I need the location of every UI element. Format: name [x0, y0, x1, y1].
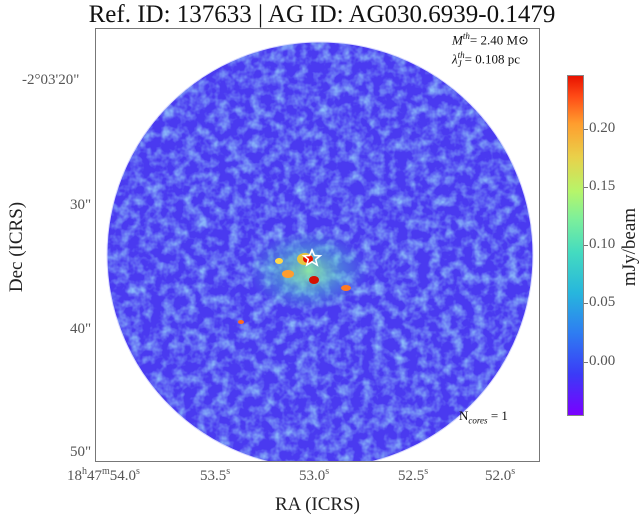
- emission-blob: [282, 270, 294, 278]
- x-tick-label: 18h47m54.0s: [67, 466, 140, 484]
- x-tick-label: 53.0s: [299, 466, 330, 484]
- mass-threshold-label: Mth= 2.40 M⊙: [452, 31, 529, 48]
- colorbar-tick-label: 0.00: [589, 353, 616, 369]
- colorbar: [567, 75, 584, 416]
- colorbar-tick-mark: [584, 303, 588, 304]
- x-tick-label: 52.0s: [485, 466, 516, 484]
- colorbar-tick-label: 0.10: [589, 236, 616, 252]
- figure-title: Ref. ID: 137633 | AG ID: AG030.6939-0.14…: [88, 1, 556, 28]
- emission-peak: [309, 276, 319, 284]
- y-tick-label: 50": [70, 444, 92, 460]
- colorbar-tick-label: 0.15: [589, 178, 616, 194]
- core-marker-star-icon: [301, 247, 323, 267]
- y-axis-label: Dec (ICRS): [6, 201, 27, 293]
- colorbar-label: mJy/beam: [619, 207, 640, 287]
- emission-blob: [238, 320, 244, 324]
- colorbar-tick-mark: [584, 129, 588, 130]
- central-emission-region: [248, 231, 368, 311]
- x-axis-label: RA (ICRS): [275, 494, 360, 515]
- image-panel: Mth= 2.40 M⊙ λJth= 0.108 pc Ncores = 1: [95, 28, 540, 462]
- y-tick-label: -2°03'20": [22, 72, 80, 88]
- emission-blob: [341, 285, 351, 291]
- colorbar-tick-label: 0.05: [589, 294, 616, 310]
- y-tick-label: 40": [70, 321, 92, 337]
- x-tick-label: 52.5s: [398, 466, 429, 484]
- map-edge: [106, 41, 534, 461]
- colorbar-tick-label: 0.20: [589, 120, 616, 136]
- x-tick-label: 53.5s: [200, 466, 231, 484]
- y-tick-label: 30": [70, 197, 92, 213]
- colorbar-tick-mark: [584, 187, 588, 188]
- emission-blob: [275, 258, 283, 264]
- colorbar-tick-mark: [584, 362, 588, 363]
- ncores-label: Ncores = 1: [459, 408, 508, 426]
- continuum-map: [106, 41, 534, 461]
- colorbar-tick-mark: [584, 245, 588, 246]
- jeans-length-label: λJth= 0.108 pc: [452, 50, 521, 69]
